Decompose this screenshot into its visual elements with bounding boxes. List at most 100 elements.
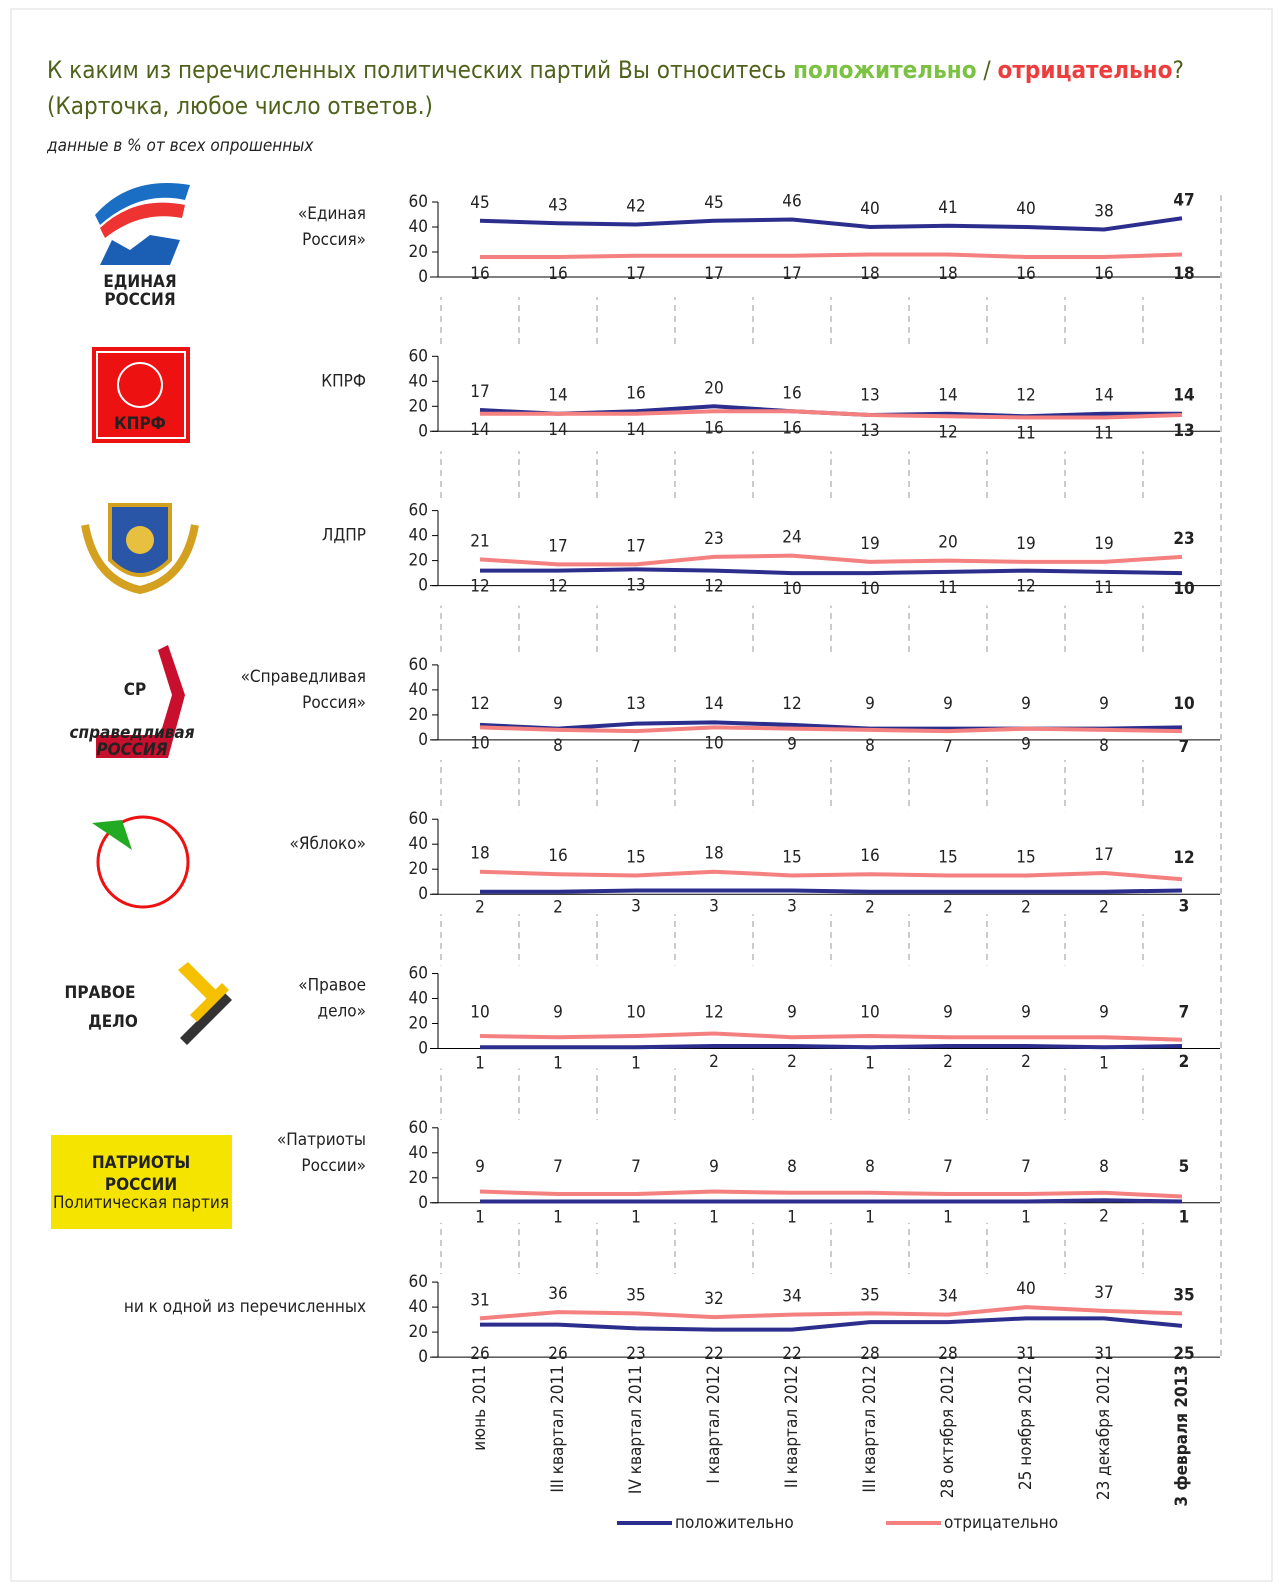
- data-label: 31: [1016, 1344, 1035, 1364]
- data-label: 7: [631, 1157, 641, 1177]
- data-label: 19: [1094, 534, 1113, 554]
- data-label: 28: [938, 1344, 957, 1364]
- party-label: ни к одной из перечисленных: [124, 1297, 366, 1317]
- data-label: 8: [787, 1157, 797, 1177]
- data-label: 46: [782, 192, 801, 212]
- data-label: 26: [470, 1344, 489, 1364]
- data-label: 9: [709, 1157, 719, 1177]
- data-label: 2: [1099, 898, 1109, 918]
- logo-text: ПАТРИОТЫ: [92, 1153, 190, 1173]
- data-label: 12: [782, 694, 801, 714]
- data-label: 9: [1099, 1003, 1109, 1023]
- data-label: 1: [1099, 1053, 1109, 1073]
- logo-ldpr: [81, 503, 199, 595]
- y-tick-label: 40: [409, 217, 428, 237]
- data-label: 10: [470, 1003, 489, 1023]
- data-label: 9: [943, 1003, 953, 1023]
- party-label: ЛДПР: [322, 526, 366, 546]
- data-label: 17: [704, 264, 723, 284]
- x-tick-label: II квартал 2012: [782, 1365, 802, 1488]
- data-label: 26: [548, 1344, 567, 1364]
- data-label: 9: [1021, 735, 1031, 755]
- data-label: 7: [553, 1157, 563, 1177]
- data-label: 14: [704, 694, 723, 714]
- data-label: 14: [1094, 385, 1113, 405]
- data-label: 36: [548, 1284, 567, 1304]
- data-label: 12: [1173, 848, 1194, 868]
- y-tick-label: 40: [409, 1143, 428, 1163]
- x-tick-label: 25 ноября 2012: [1016, 1365, 1036, 1490]
- y-tick-label: 40: [409, 989, 428, 1009]
- x-tick-label: июнь 2011: [470, 1365, 490, 1451]
- party-label: «Правое: [298, 976, 366, 996]
- data-label: 12: [704, 1003, 723, 1023]
- data-label: 1: [943, 1208, 953, 1228]
- data-label: 10: [860, 1003, 879, 1023]
- party-label: дело»: [318, 1002, 366, 1022]
- party-label: России»: [301, 1156, 366, 1176]
- data-label: 9: [1099, 694, 1109, 714]
- data-label: 25: [1173, 1344, 1194, 1364]
- data-label: 16: [548, 846, 567, 866]
- y-tick-label: 0: [418, 1193, 428, 1213]
- data-label: 12: [470, 694, 489, 714]
- data-label: 9: [475, 1157, 485, 1177]
- y-tick-label: 20: [409, 1168, 428, 1188]
- data-label: 18: [704, 844, 723, 864]
- logo-text: РОССИЯ: [104, 290, 175, 310]
- data-label: 1: [1021, 1208, 1031, 1228]
- party-label: Россия»: [302, 230, 366, 250]
- data-label: 1: [865, 1208, 875, 1228]
- data-label: 10: [1173, 694, 1194, 714]
- data-label: 18: [938, 264, 957, 284]
- logo-text: СР: [124, 680, 146, 700]
- logo-pd: ПРАВОЕ ДЕЛО: [65, 962, 232, 1045]
- data-label: 2: [943, 898, 953, 918]
- logo-text: КПРФ: [114, 414, 166, 434]
- data-label: 1: [475, 1053, 485, 1073]
- data-label: 34: [782, 1287, 801, 1307]
- data-label: 10: [704, 733, 723, 753]
- series-line: [480, 252, 1183, 259]
- data-label: 16: [1094, 264, 1113, 284]
- data-label: 35: [860, 1285, 879, 1305]
- legend-label: отрицательно: [944, 1513, 1058, 1533]
- y-tick-label: 0: [418, 884, 428, 904]
- data-label: 8: [865, 1157, 875, 1177]
- party-label: «Справедливая: [241, 667, 366, 687]
- data-label: 1: [787, 1208, 797, 1228]
- data-label: 5: [1179, 1157, 1190, 1177]
- y-tick-label: 20: [409, 1322, 428, 1342]
- data-label: 45: [470, 193, 489, 213]
- data-label: 2: [1021, 1052, 1031, 1072]
- data-label: 8: [865, 736, 875, 756]
- data-label: 7: [1179, 737, 1190, 757]
- data-label: 22: [782, 1344, 801, 1364]
- data-label: 1: [865, 1053, 875, 1073]
- logo-text: ЕДИНАЯ: [103, 272, 176, 292]
- data-label: 1: [709, 1208, 719, 1228]
- data-label: 7: [943, 1157, 953, 1177]
- y-tick-label: 60: [409, 1118, 428, 1138]
- y-tick-label: 20: [409, 551, 428, 571]
- panel-bg: [430, 1119, 1220, 1223]
- data-label: 17: [470, 382, 489, 402]
- y-tick-label: 0: [418, 267, 428, 287]
- data-label: 40: [1016, 1279, 1035, 1299]
- data-label: 8: [553, 736, 563, 756]
- data-label: 14: [548, 420, 567, 440]
- data-label: 19: [1016, 534, 1035, 554]
- y-tick-label: 0: [418, 730, 428, 750]
- party-label: «Яблоко»: [290, 834, 367, 854]
- data-label: 12: [704, 577, 723, 597]
- y-tick-label: 40: [409, 680, 428, 700]
- data-label: 14: [626, 420, 645, 440]
- note: данные в % от всех опрошенных: [46, 136, 314, 156]
- data-label: 2: [943, 1052, 953, 1072]
- data-label: 9: [1021, 1003, 1031, 1023]
- logo-text: РОССИЯ: [96, 740, 167, 760]
- data-label: 17: [548, 536, 567, 556]
- y-tick-label: 60: [409, 192, 428, 212]
- logo-er: ЕДИНАЯ РОССИЯ: [95, 183, 190, 310]
- data-label: 40: [860, 199, 879, 219]
